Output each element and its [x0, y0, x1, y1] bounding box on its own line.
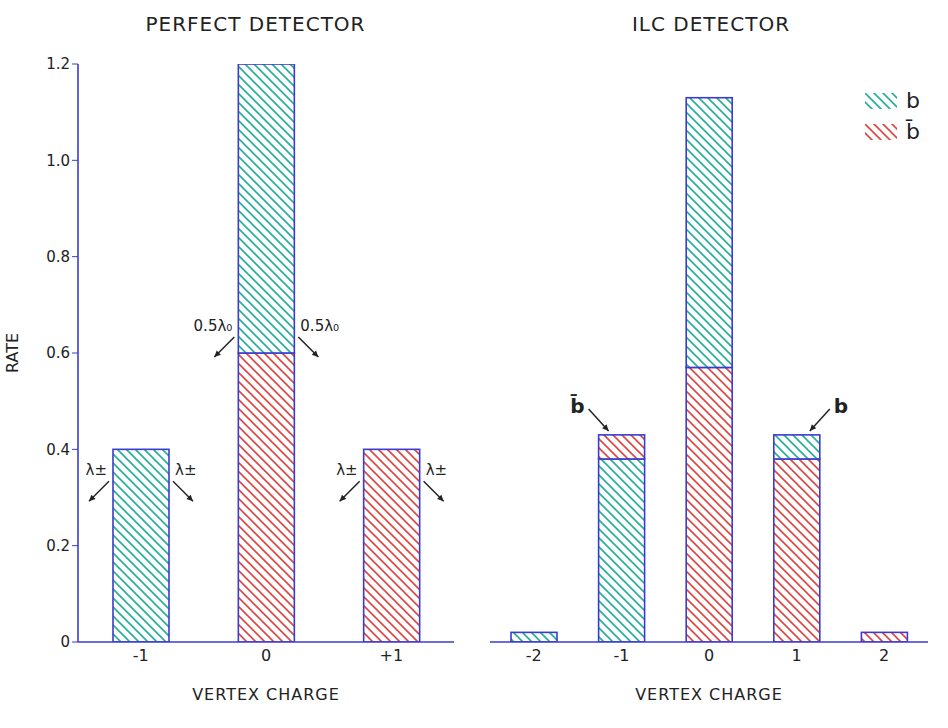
svg-text:0.5λ₀: 0.5λ₀: [194, 317, 233, 335]
svg-text:0.5λ₀: 0.5λ₀: [300, 317, 339, 335]
svg-text:0.2: 0.2: [46, 537, 70, 555]
svg-text:0: 0: [261, 646, 271, 665]
svg-text:0.6: 0.6: [46, 344, 70, 362]
svg-text:0: 0: [60, 633, 70, 651]
svg-text:-1: -1: [613, 646, 629, 665]
svg-text:λ±: λ±: [426, 461, 447, 479]
svg-text:-1: -1: [133, 646, 149, 665]
svg-text:2: 2: [879, 646, 889, 665]
svg-text:1: 1: [792, 646, 802, 665]
svg-text:λ±: λ±: [175, 461, 196, 479]
html-text:b̄: b̄: [906, 119, 920, 144]
svg-text:1.0: 1.0: [46, 152, 70, 170]
svg-text:0: 0: [704, 646, 714, 665]
svg-text:b: b: [834, 394, 848, 418]
svg-text:VERTEX CHARGE: VERTEX CHARGE: [635, 685, 783, 704]
svg-text:λ±: λ±: [86, 461, 107, 479]
svg-text:λ±: λ±: [336, 461, 357, 479]
svg-text:RATE: RATE: [3, 333, 22, 373]
svg-text:0.8: 0.8: [46, 248, 70, 266]
svg-text:+1: +1: [380, 646, 404, 665]
svg-text:-2: -2: [526, 646, 542, 665]
html-text:PERFECT DETECTOR: PERFECT DETECTOR: [145, 12, 366, 36]
html-text:b: b: [906, 88, 920, 113]
svg-text:0.4: 0.4: [46, 441, 70, 459]
html-text:ILC DETECTOR: ILC DETECTOR: [632, 12, 790, 36]
svg-text:VERTEX CHARGE: VERTEX CHARGE: [192, 685, 340, 704]
svg-text:1.2: 1.2: [46, 55, 70, 73]
svg-text:b̄: b̄: [570, 394, 585, 418]
